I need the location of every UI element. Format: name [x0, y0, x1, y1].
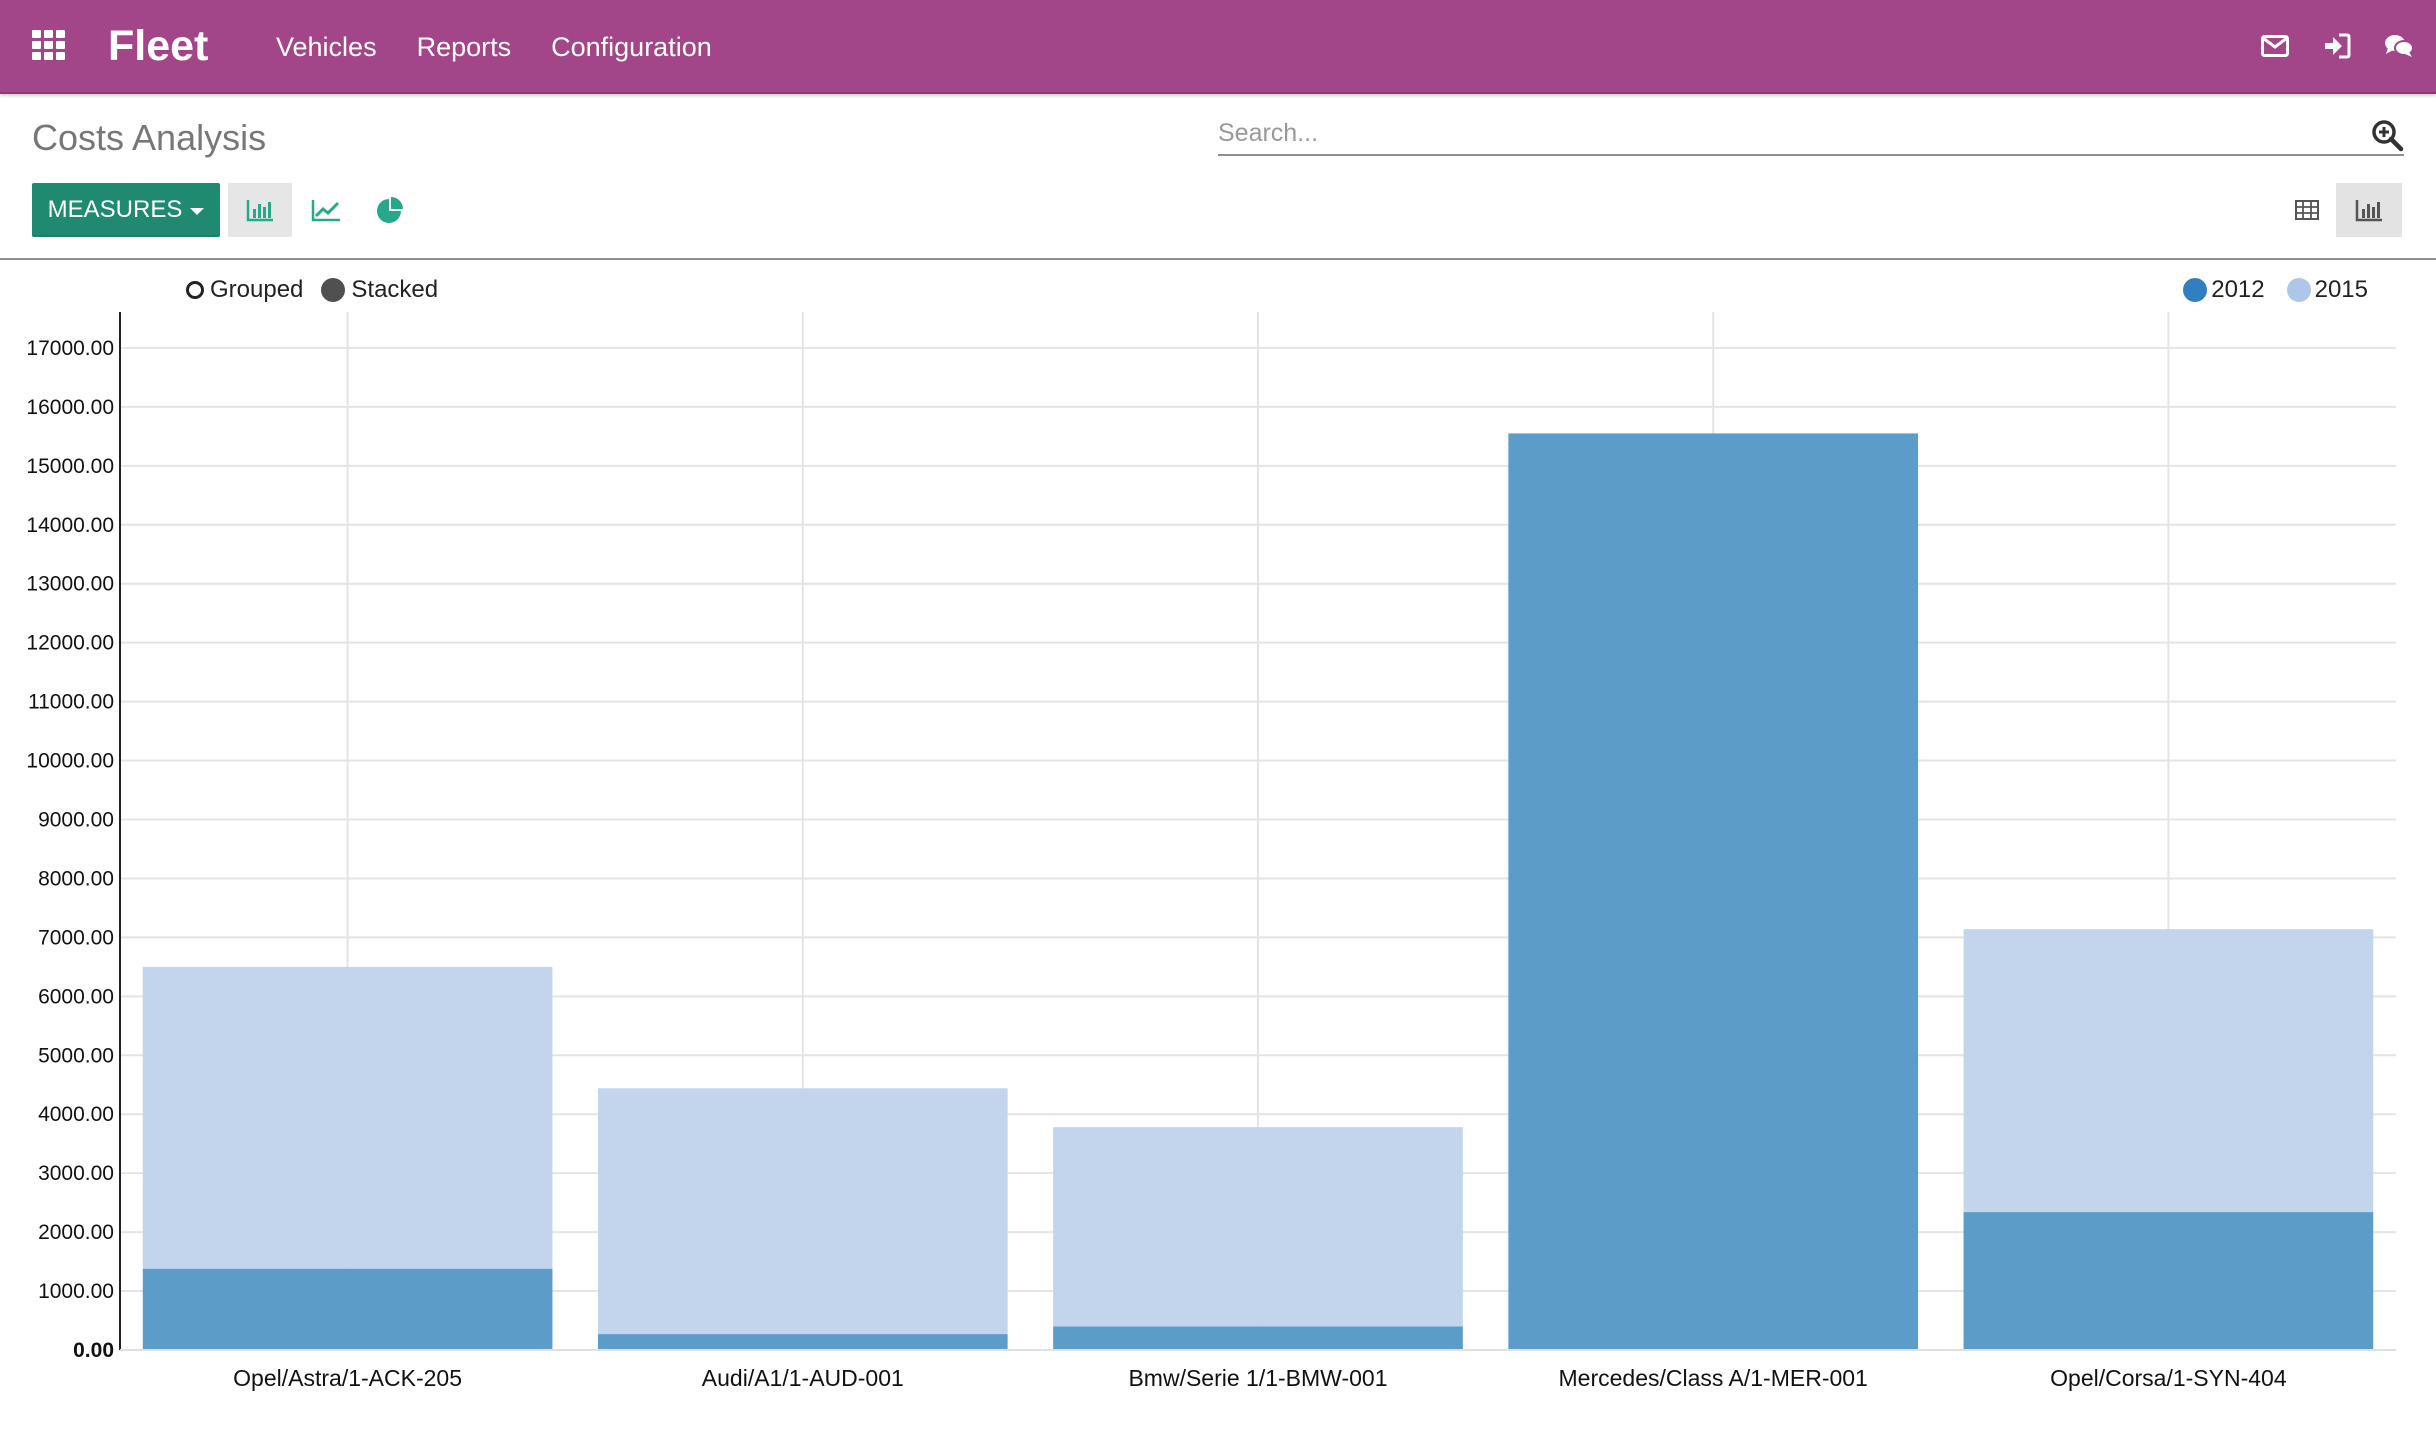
page-title: Costs Analysis	[32, 117, 267, 158]
bar-2012	[1053, 1326, 1463, 1350]
legend-label: 2012	[2211, 276, 2265, 303]
radio-empty-icon	[186, 281, 204, 299]
legend-item-2015[interactable]: 2015	[2286, 274, 2368, 306]
bar-2015	[142, 966, 553, 1269]
bar-2012	[1508, 433, 1919, 1350]
search-bar	[1218, 114, 2404, 156]
y-tick-label: 1000.00	[38, 1280, 114, 1303]
x-tick-label: Mercedes/Class A/1-MER-001	[1559, 1365, 1868, 1391]
chart-legend: 2012 2015	[2183, 274, 2368, 306]
x-tick-label: Audi/A1/1-AUD-001	[702, 1365, 904, 1391]
apps-menu-icon[interactable]	[32, 30, 66, 60]
y-tick-label: 7000.00	[38, 926, 114, 949]
pie-chart-icon	[377, 197, 403, 223]
top-navbar: Fleet Vehicles Reports Configuration	[0, 0, 2436, 94]
bar-chart-icon	[2355, 200, 2382, 222]
y-tick-label: 12000.00	[26, 632, 114, 655]
legend-dot	[2286, 278, 2311, 302]
y-tick-label: 11000.00	[28, 691, 114, 714]
line-chart-icon	[311, 200, 340, 222]
y-tick-label: 8000.00	[38, 867, 114, 890]
control-panel-divider	[0, 258, 2436, 260]
y-tick-label: 6000.00	[38, 985, 114, 1008]
bar-2015	[1963, 929, 2374, 1213]
chat-icon[interactable]	[2382, 28, 2416, 64]
bar-2015	[1053, 1127, 1463, 1327]
y-tick-label: 0.00	[73, 1339, 114, 1362]
bar-2015	[597, 1088, 1008, 1335]
bar-chart-mode-button[interactable]	[228, 183, 292, 237]
stacked-option[interactable]: Stacked	[321, 274, 438, 306]
menu-configuration[interactable]: Configuration	[551, 32, 712, 62]
line-chart-mode-button[interactable]	[294, 183, 358, 237]
graph-view-button[interactable]	[2336, 183, 2402, 237]
sign-in-icon[interactable]	[2320, 28, 2354, 64]
stacked-label: Stacked	[351, 276, 439, 303]
measures-label: MEASURES	[47, 196, 183, 223]
bar-2012	[142, 1268, 553, 1350]
y-tick-label: 16000.00	[26, 396, 114, 419]
table-grid-icon	[2295, 200, 2319, 220]
menu-reports[interactable]: Reports	[416, 32, 512, 62]
costs-bar-chart: 0.00 1000.00 2000.00 3000.00 4000.00 5000.00 6…	[26, 312, 2396, 1391]
y-tick-label: 9000.00	[38, 808, 114, 831]
y-tick-label: 2000.00	[38, 1221, 114, 1244]
x-tick-label: Bmw/Serie 1/1-BMW-001	[1128, 1365, 1387, 1391]
y-tick-label: 14000.00	[26, 514, 114, 537]
grouped-option[interactable]: Grouped	[186, 274, 303, 306]
search-zoom-icon[interactable]	[2370, 118, 2404, 152]
stack-mode-toggle: Grouped Stacked	[186, 274, 438, 306]
y-tick-label: 3000.00	[38, 1162, 114, 1185]
y-tick-label: 15000.00	[26, 455, 114, 478]
measures-button[interactable]: MEASURES	[32, 183, 220, 237]
main-menu: Vehicles Reports Configuration	[276, 30, 712, 64]
envelope-icon[interactable]	[2258, 28, 2292, 64]
x-tick-label: Opel/Corsa/1-SYN-404	[2050, 1365, 2287, 1391]
y-tick-label: 5000.00	[38, 1044, 114, 1067]
x-tick-label: Opel/Astra/1-ACK-205	[233, 1365, 462, 1391]
y-tick-label: 17000.00	[26, 337, 114, 360]
y-tick-label: 10000.00	[26, 750, 114, 773]
pie-chart-mode-button[interactable]	[358, 183, 422, 237]
caret-down-icon	[190, 208, 205, 215]
menu-vehicles[interactable]: Vehicles	[276, 32, 377, 62]
bar-2012	[597, 1334, 1008, 1350]
bar-chart-icon	[246, 200, 273, 222]
search-input[interactable]	[1218, 114, 2338, 152]
grouped-label: Grouped	[210, 276, 304, 303]
radio-filled-icon	[321, 278, 346, 302]
app-brand[interactable]: Fleet	[108, 22, 209, 70]
pivot-view-button[interactable]	[2274, 183, 2340, 237]
bar-2012	[1963, 1212, 2374, 1350]
legend-dot	[2183, 278, 2208, 302]
legend-item-2012[interactable]: 2012	[2183, 274, 2265, 306]
y-tick-label: 13000.00	[26, 573, 114, 596]
y-tick-label: 4000.00	[38, 1103, 114, 1126]
legend-label: 2015	[2314, 276, 2368, 303]
systray	[2258, 28, 2416, 64]
